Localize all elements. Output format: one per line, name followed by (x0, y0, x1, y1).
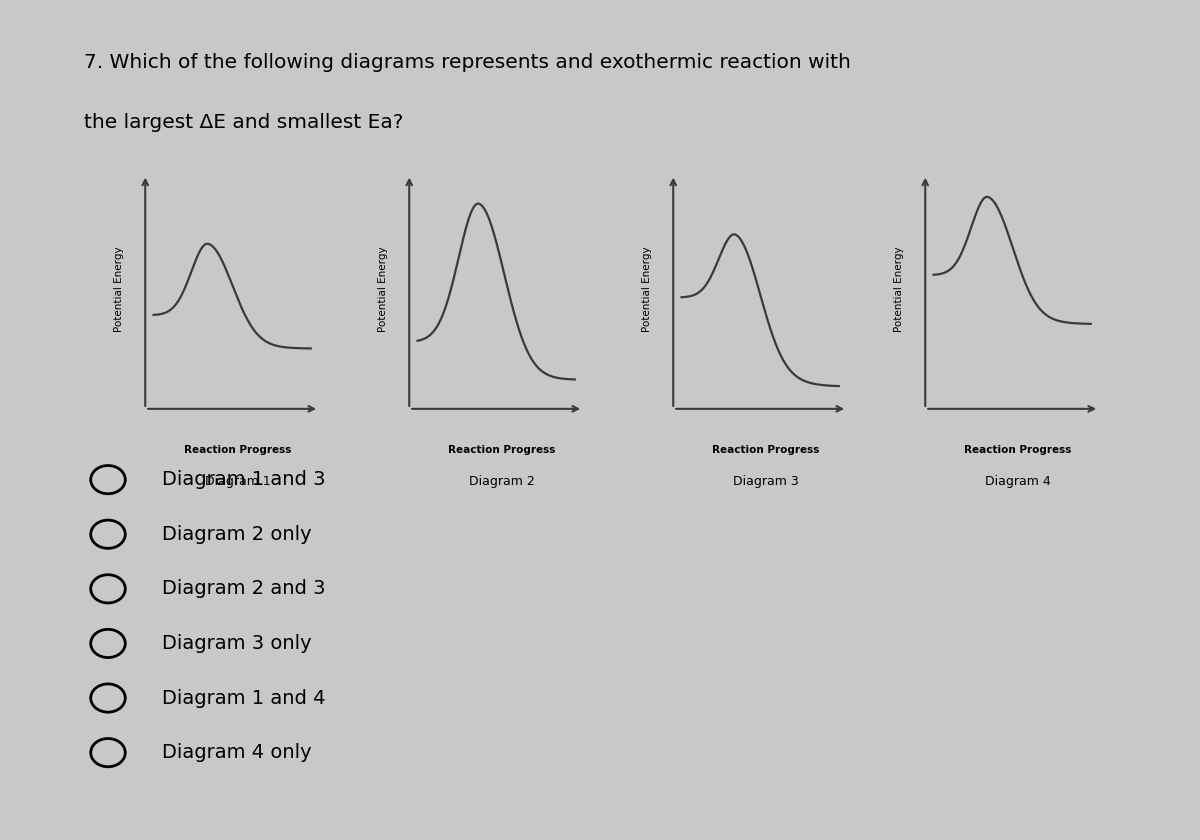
Text: Reaction Progress: Reaction Progress (448, 445, 556, 455)
Text: Diagram 4: Diagram 4 (985, 475, 1050, 488)
Text: Reaction Progress: Reaction Progress (184, 445, 292, 455)
Text: Diagram 3 only: Diagram 3 only (162, 634, 312, 653)
Text: the largest ΔE and smallest Ea?: the largest ΔE and smallest Ea? (84, 113, 403, 132)
Text: Diagram 1 and 4: Diagram 1 and 4 (162, 689, 325, 707)
Text: 7. Which of the following diagrams represents and exothermic reaction with: 7. Which of the following diagrams repre… (84, 52, 851, 71)
Text: Reaction Progress: Reaction Progress (964, 445, 1072, 455)
Text: Potential Energy: Potential Energy (894, 246, 904, 332)
Text: Potential Energy: Potential Energy (642, 246, 652, 332)
Text: Potential Energy: Potential Energy (114, 246, 124, 332)
Text: Diagram 1 and 3: Diagram 1 and 3 (162, 470, 325, 489)
Text: Potential Energy: Potential Energy (378, 246, 388, 332)
Text: Diagram 2 only: Diagram 2 only (162, 525, 312, 543)
Text: Diagram 2: Diagram 2 (469, 475, 534, 488)
Text: Diagram 1: Diagram 1 (205, 475, 270, 488)
Text: Diagram 4 only: Diagram 4 only (162, 743, 312, 762)
Text: Diagram 2 and 3: Diagram 2 and 3 (162, 580, 325, 598)
Text: Diagram 3: Diagram 3 (733, 475, 798, 488)
Text: Reaction Progress: Reaction Progress (712, 445, 820, 455)
